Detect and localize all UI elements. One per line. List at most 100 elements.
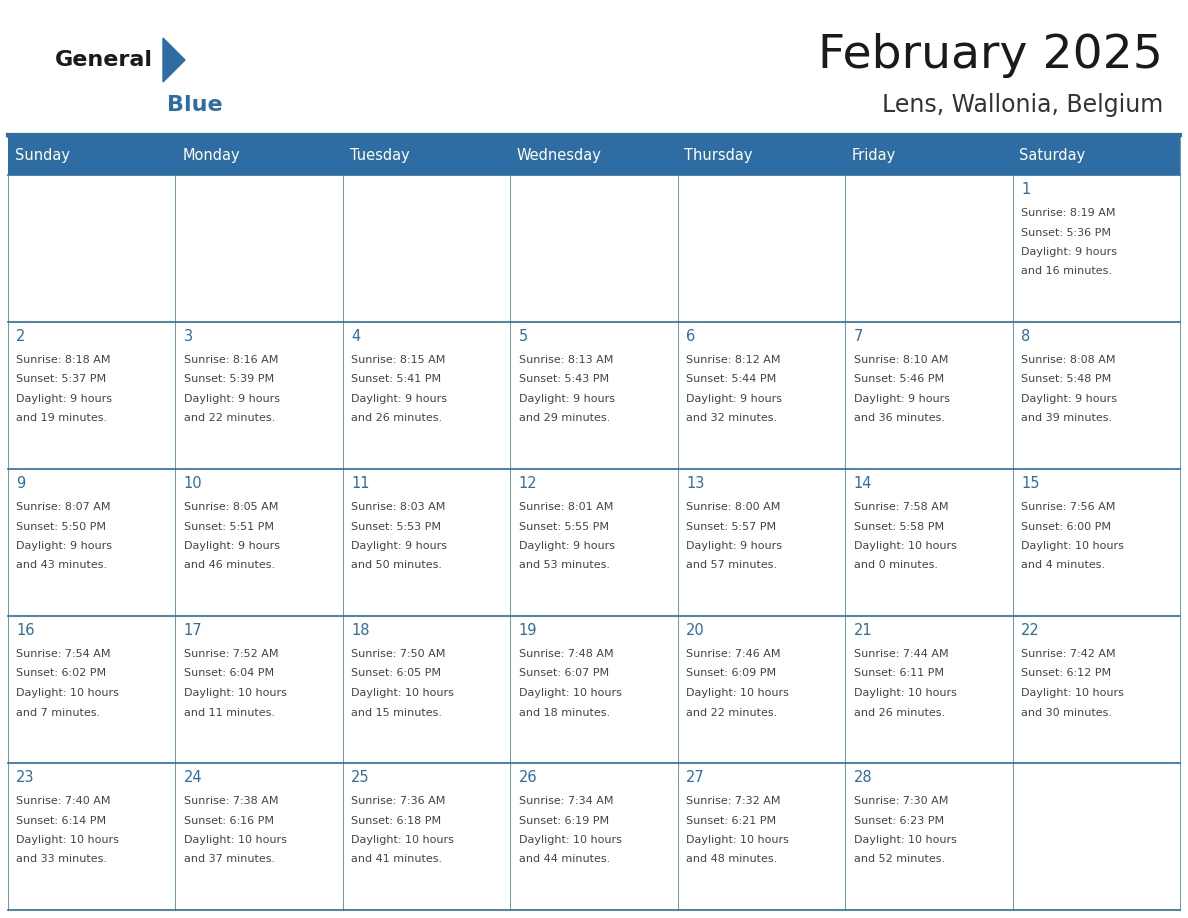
Text: Saturday: Saturday — [1019, 149, 1086, 163]
Text: and 11 minutes.: and 11 minutes. — [184, 708, 274, 718]
Text: 11: 11 — [352, 476, 369, 491]
Bar — [511, 137, 677, 175]
Text: 17: 17 — [184, 623, 202, 638]
Text: and 30 minutes.: and 30 minutes. — [1020, 708, 1112, 718]
Text: Daylight: 9 hours: Daylight: 9 hours — [1020, 247, 1117, 257]
Bar — [511, 616, 677, 763]
Bar — [343, 175, 511, 322]
Text: Sunrise: 7:52 AM: Sunrise: 7:52 AM — [184, 649, 278, 659]
Text: Daylight: 10 hours: Daylight: 10 hours — [184, 688, 286, 698]
Text: and 52 minutes.: and 52 minutes. — [853, 855, 944, 865]
Text: and 50 minutes.: and 50 minutes. — [352, 561, 442, 570]
Text: Sunrise: 8:12 AM: Sunrise: 8:12 AM — [687, 355, 781, 365]
Bar — [176, 469, 343, 616]
Text: and 0 minutes.: and 0 minutes. — [853, 561, 937, 570]
Text: and 41 minutes.: and 41 minutes. — [352, 855, 442, 865]
Text: Blue: Blue — [168, 95, 222, 115]
Text: and 22 minutes.: and 22 minutes. — [184, 413, 276, 423]
Text: 27: 27 — [687, 770, 704, 785]
Text: Sunday: Sunday — [14, 149, 70, 163]
Text: Daylight: 9 hours: Daylight: 9 hours — [519, 394, 614, 404]
Text: and 26 minutes.: and 26 minutes. — [853, 708, 944, 718]
Text: Sunrise: 8:18 AM: Sunrise: 8:18 AM — [17, 355, 110, 365]
Text: and 33 minutes.: and 33 minutes. — [17, 855, 107, 865]
Text: Daylight: 10 hours: Daylight: 10 hours — [184, 835, 286, 845]
Text: Lens, Wallonia, Belgium: Lens, Wallonia, Belgium — [881, 93, 1163, 117]
Bar — [176, 175, 343, 322]
Text: and 4 minutes.: and 4 minutes. — [1020, 561, 1105, 570]
Text: 23: 23 — [17, 770, 34, 785]
Text: 16: 16 — [17, 623, 34, 638]
Bar — [845, 616, 1012, 763]
Bar — [511, 469, 677, 616]
Text: and 36 minutes.: and 36 minutes. — [853, 413, 944, 423]
Bar — [1012, 322, 1180, 469]
Bar — [677, 137, 845, 175]
Text: 18: 18 — [352, 623, 369, 638]
Text: Sunrise: 8:00 AM: Sunrise: 8:00 AM — [687, 502, 781, 512]
Text: and 7 minutes.: and 7 minutes. — [17, 708, 101, 718]
Text: 1: 1 — [1020, 182, 1030, 197]
Text: Sunset: 5:58 PM: Sunset: 5:58 PM — [853, 521, 943, 532]
Text: Sunset: 6:04 PM: Sunset: 6:04 PM — [184, 668, 274, 678]
Text: Daylight: 10 hours: Daylight: 10 hours — [687, 835, 789, 845]
Bar — [677, 616, 845, 763]
Text: and 19 minutes.: and 19 minutes. — [17, 413, 107, 423]
Text: Thursday: Thursday — [684, 149, 753, 163]
Text: Sunrise: 7:46 AM: Sunrise: 7:46 AM — [687, 649, 781, 659]
Text: 4: 4 — [352, 329, 360, 344]
Bar — [8, 137, 176, 175]
Bar — [677, 469, 845, 616]
Bar — [845, 175, 1012, 322]
Text: Daylight: 10 hours: Daylight: 10 hours — [17, 688, 119, 698]
Text: Sunset: 6:18 PM: Sunset: 6:18 PM — [352, 815, 442, 825]
Text: Daylight: 10 hours: Daylight: 10 hours — [853, 541, 956, 551]
Text: 25: 25 — [352, 770, 369, 785]
Text: 12: 12 — [519, 476, 537, 491]
Text: Sunset: 6:21 PM: Sunset: 6:21 PM — [687, 815, 776, 825]
Bar — [845, 763, 1012, 910]
Text: Daylight: 10 hours: Daylight: 10 hours — [519, 688, 621, 698]
Text: Sunrise: 7:38 AM: Sunrise: 7:38 AM — [184, 796, 278, 806]
Text: Sunset: 6:00 PM: Sunset: 6:00 PM — [1020, 521, 1111, 532]
Bar — [176, 137, 343, 175]
Text: Sunrise: 8:05 AM: Sunrise: 8:05 AM — [184, 502, 278, 512]
Bar — [343, 469, 511, 616]
Text: Sunset: 5:46 PM: Sunset: 5:46 PM — [853, 375, 943, 385]
Text: Sunrise: 8:03 AM: Sunrise: 8:03 AM — [352, 502, 446, 512]
Text: 20: 20 — [687, 623, 704, 638]
Bar — [343, 137, 511, 175]
Text: Sunset: 6:02 PM: Sunset: 6:02 PM — [17, 668, 107, 678]
Text: Sunrise: 8:10 AM: Sunrise: 8:10 AM — [853, 355, 948, 365]
Bar — [343, 616, 511, 763]
Text: Sunset: 5:43 PM: Sunset: 5:43 PM — [519, 375, 608, 385]
Bar — [511, 322, 677, 469]
Text: Daylight: 10 hours: Daylight: 10 hours — [1020, 688, 1124, 698]
Bar — [8, 175, 176, 322]
Bar — [8, 469, 176, 616]
Text: Sunrise: 8:16 AM: Sunrise: 8:16 AM — [184, 355, 278, 365]
Text: Sunrise: 7:32 AM: Sunrise: 7:32 AM — [687, 796, 781, 806]
Text: 26: 26 — [519, 770, 537, 785]
Text: Daylight: 10 hours: Daylight: 10 hours — [687, 688, 789, 698]
Bar — [343, 322, 511, 469]
Text: Sunset: 5:44 PM: Sunset: 5:44 PM — [687, 375, 776, 385]
Text: Sunset: 6:09 PM: Sunset: 6:09 PM — [687, 668, 776, 678]
Text: Monday: Monday — [182, 149, 240, 163]
Text: and 53 minutes.: and 53 minutes. — [519, 561, 609, 570]
Bar — [176, 322, 343, 469]
Bar — [845, 469, 1012, 616]
Text: Sunrise: 7:40 AM: Sunrise: 7:40 AM — [17, 796, 110, 806]
Text: Sunset: 5:55 PM: Sunset: 5:55 PM — [519, 521, 608, 532]
Text: and 29 minutes.: and 29 minutes. — [519, 413, 609, 423]
Text: Sunset: 5:39 PM: Sunset: 5:39 PM — [184, 375, 274, 385]
Text: Sunset: 5:41 PM: Sunset: 5:41 PM — [352, 375, 442, 385]
Text: Daylight: 9 hours: Daylight: 9 hours — [352, 541, 447, 551]
Text: Sunrise: 7:34 AM: Sunrise: 7:34 AM — [519, 796, 613, 806]
Text: 2: 2 — [17, 329, 26, 344]
Text: Sunrise: 8:08 AM: Sunrise: 8:08 AM — [1020, 355, 1116, 365]
Text: Sunset: 5:37 PM: Sunset: 5:37 PM — [17, 375, 107, 385]
Text: Sunset: 6:23 PM: Sunset: 6:23 PM — [853, 815, 943, 825]
Bar — [845, 137, 1012, 175]
Text: Sunrise: 8:19 AM: Sunrise: 8:19 AM — [1020, 208, 1116, 218]
